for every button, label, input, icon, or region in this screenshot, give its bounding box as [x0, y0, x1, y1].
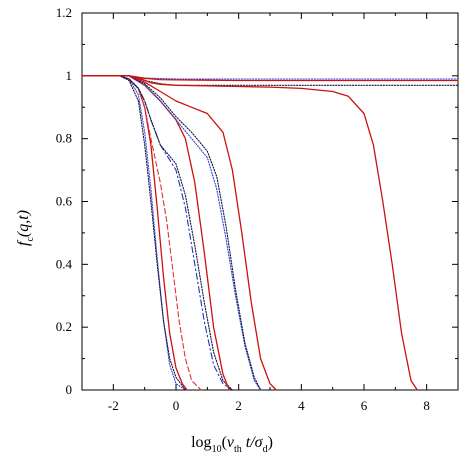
y-tick-label: 0	[66, 382, 73, 397]
y-tick-label: 0.4	[56, 256, 73, 271]
y-label-f: f	[15, 239, 32, 246]
y-label-args: (q,t)	[15, 210, 32, 237]
x-label-sigma: σ	[255, 434, 264, 451]
x-tick-label: 0	[173, 398, 180, 413]
series-line-14	[81, 75, 277, 391]
y-axis-label: fc(q,t)	[15, 210, 36, 246]
axis-ticks	[81, 12, 459, 391]
x-tick-label: 8	[423, 398, 430, 413]
series-line-11	[81, 75, 230, 391]
series-line-12	[81, 75, 262, 391]
series-line-13	[81, 75, 262, 391]
x-label-v-sub: th	[234, 444, 242, 455]
x-tick-label: 6	[361, 398, 368, 413]
x-label-mid: t/	[242, 434, 256, 451]
x-label-v: v	[227, 434, 235, 451]
series-line-4	[81, 75, 418, 391]
y-tick-label: 0.2	[56, 319, 72, 334]
x-tick-label: 2	[235, 398, 242, 413]
tick-labels: -2 0 2 4 6 8 0 0.2 0.4 0.6 0.8 1 1.2	[56, 5, 430, 413]
y-label-f-sub: c	[25, 237, 36, 242]
x-tick-label: -2	[108, 398, 119, 413]
x-label-prefix: log	[191, 434, 211, 451]
y-tick-label: 1.2	[56, 5, 72, 20]
x-label-sub: 10	[212, 444, 222, 455]
series-line-10	[81, 75, 233, 391]
y-tick-label: 1	[66, 68, 73, 83]
series-line-5	[81, 75, 186, 391]
series-layer	[81, 75, 459, 391]
series-line-6	[81, 75, 186, 391]
x-tick-label: 4	[298, 398, 305, 413]
series-line-7	[81, 75, 188, 391]
x-label-sigma-sub: d	[263, 444, 268, 455]
y-tick-label: 0.6	[56, 194, 73, 209]
x-label-close: )	[268, 434, 273, 451]
x-label-open: (	[222, 434, 227, 451]
series-line-9	[81, 75, 233, 391]
x-axis-label: log10(vth t/σd)	[191, 434, 273, 455]
y-tick-label: 0.8	[56, 131, 72, 146]
